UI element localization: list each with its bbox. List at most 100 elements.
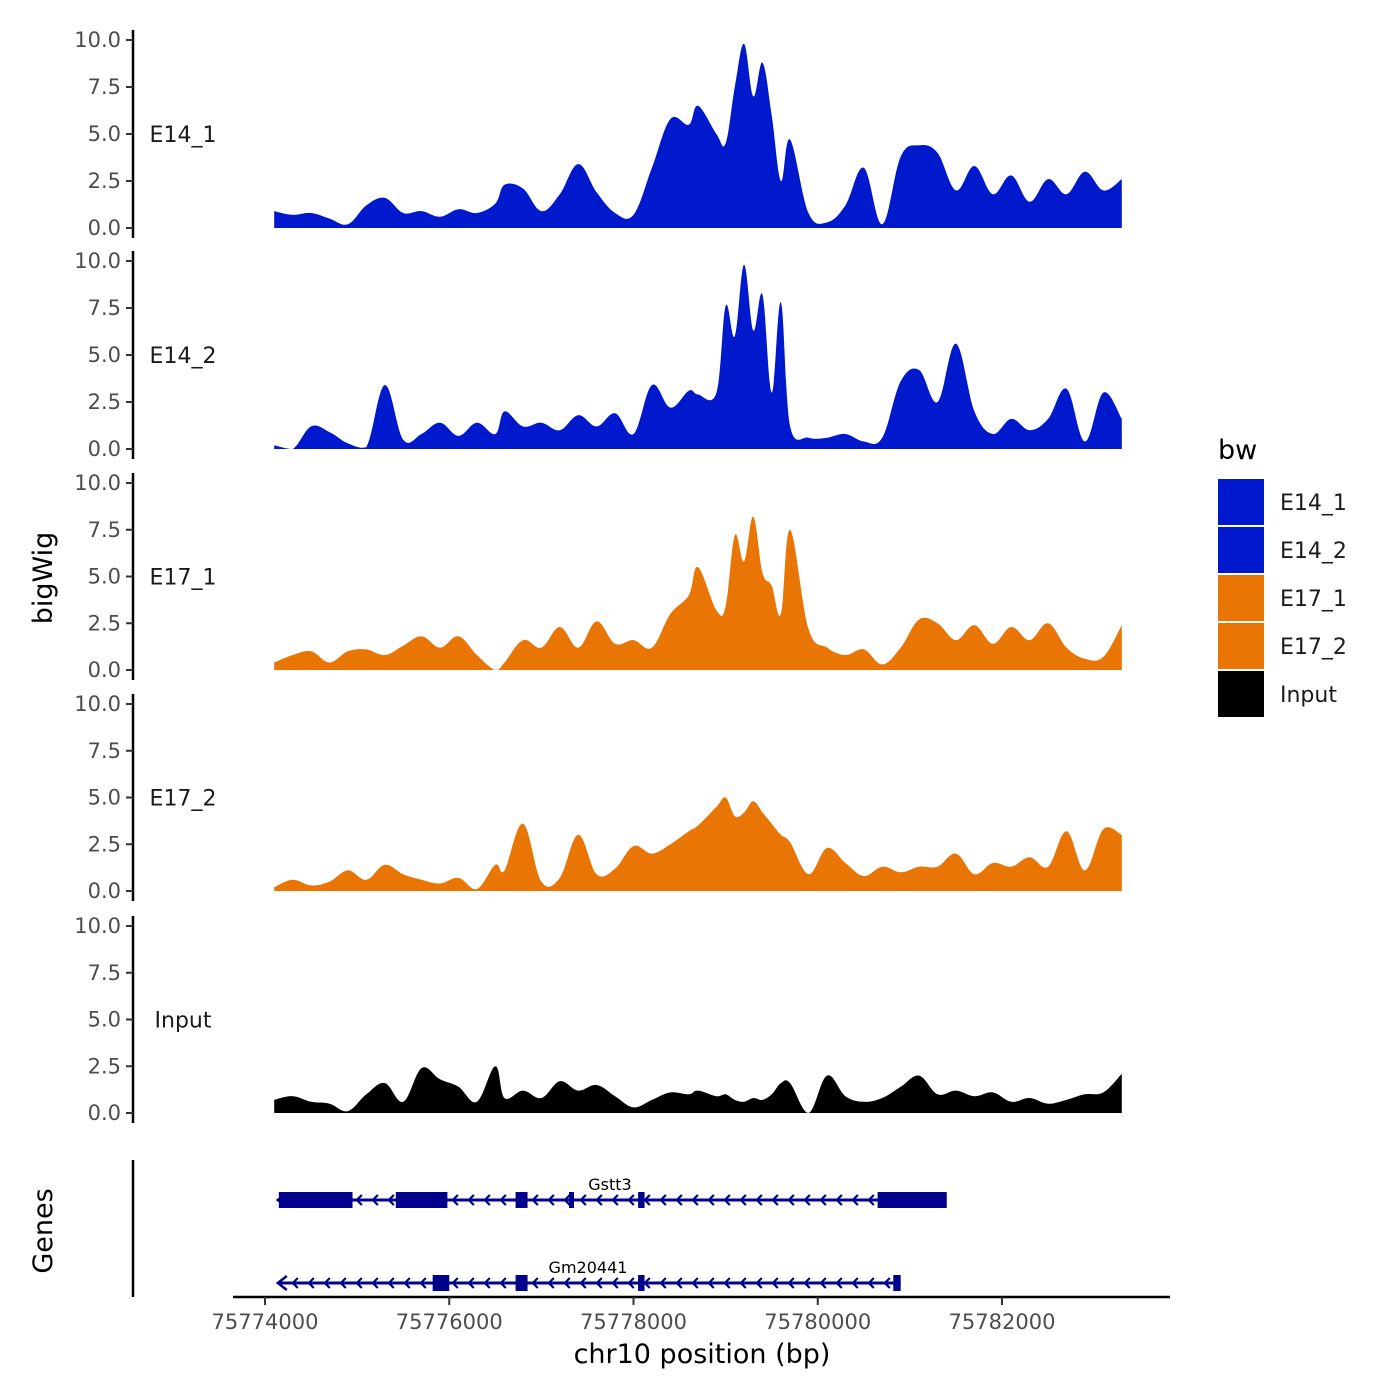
strand-arrow [867, 1277, 875, 1289]
x-tick-label: 75782000 [949, 1310, 1056, 1334]
strand-arrow [547, 1277, 555, 1289]
y-tick-label: 7.5 [88, 739, 121, 763]
y-tick-label: 2.5 [88, 611, 121, 635]
strand-arrow [819, 1277, 827, 1289]
strand-arrow [675, 1277, 683, 1289]
strand-arrow [627, 1194, 635, 1206]
legend-swatch [1218, 479, 1264, 525]
strand-arrow [675, 1194, 683, 1206]
y-tick-label: 10.0 [74, 471, 121, 495]
track-label: E14_2 [150, 344, 217, 369]
strand-arrow [499, 1194, 507, 1206]
gene-label: Gm20441 [549, 1258, 628, 1277]
strand-arrow [643, 1194, 651, 1206]
legend-label: E17_2 [1280, 635, 1347, 660]
strand-arrow [595, 1277, 603, 1289]
y-tick-label: 10.0 [74, 28, 121, 52]
strand-arrow [579, 1277, 587, 1289]
legend-label: Input [1280, 683, 1337, 708]
track-label: E17_1 [150, 566, 217, 591]
legend-swatch [1218, 527, 1264, 573]
legend-item-E17_1: E17_1 [1218, 575, 1347, 621]
legend: bw E14_1 E14_2 E17_1 E17_2 Input [1218, 435, 1347, 717]
track-label: E17_2 [150, 787, 217, 812]
track-label: E14_1 [150, 123, 217, 148]
legend-swatch [1218, 671, 1264, 717]
strand-arrow [803, 1277, 811, 1289]
strand-arrow [771, 1194, 779, 1206]
gene-annotation-track: Gstt3 Gm20441 [131, 1160, 947, 1297]
legend-item-E14_1: E14_1 [1218, 479, 1347, 525]
legend-item-E17_2: E17_2 [1218, 623, 1347, 669]
strand-arrow [787, 1277, 795, 1289]
strand-arrow [835, 1277, 843, 1289]
y-tick-label: 5.0 [88, 343, 121, 367]
x-tick-label: 75778000 [580, 1310, 687, 1334]
strand-arrow [611, 1277, 619, 1289]
y-tick-label: 2.5 [88, 390, 121, 414]
strand-arrow [595, 1194, 603, 1206]
strand-arrow [483, 1194, 491, 1206]
strand-arrow [787, 1194, 795, 1206]
coverage-area-E17_2 [274, 797, 1122, 891]
x-axis-title: chr10 position (bp) [574, 1339, 831, 1370]
coverage-tracks: 0.0 2.5 5.0 7.5 10.0 E14_1 0.0 2.5 5.0 7.5 10.0 E14… [74, 28, 1122, 1125]
strand-arrow [563, 1194, 571, 1206]
strand-arrow [723, 1194, 731, 1206]
strand-arrow [499, 1277, 507, 1289]
strand-arrow [723, 1277, 731, 1289]
genes-axis-title: Genes [28, 1188, 59, 1273]
strand-arrow [739, 1194, 747, 1206]
exon-block [515, 1192, 528, 1208]
exon-block [638, 1192, 645, 1208]
legend-item-Input: Input [1218, 671, 1337, 717]
track-E17_1: 0.0 2.5 5.0 7.5 10.0 E17_1 [74, 471, 1122, 682]
coverage-area-Input [274, 1066, 1122, 1113]
exon-block [278, 1192, 353, 1208]
y-tick-label: 7.5 [88, 518, 121, 542]
strand-arrow [531, 1277, 539, 1289]
gene-Gm20441: Gm20441 [275, 1258, 901, 1291]
strand-arrow [691, 1194, 699, 1206]
exon-block [569, 1192, 575, 1208]
strand-arrow [467, 1277, 475, 1289]
strand-arrow [643, 1277, 651, 1289]
y-tick-label: 2.5 [88, 1054, 121, 1078]
exon-block [395, 1192, 448, 1208]
strand-arrow [755, 1277, 763, 1289]
y-tick-label: 5.0 [88, 1008, 121, 1032]
strand-arrow [451, 1277, 459, 1289]
y-tick-label: 0.0 [88, 216, 121, 240]
y-tick-label: 7.5 [88, 296, 121, 320]
exon-block [893, 1275, 901, 1291]
y-tick-label: 0.0 [88, 1101, 121, 1125]
strand-arrow [339, 1277, 347, 1289]
strand-arrow [835, 1194, 843, 1206]
gene-Gstt3: Gstt3 [275, 1175, 947, 1208]
track-E14_1: 0.0 2.5 5.0 7.5 10.0 E14_1 [74, 28, 1122, 240]
y-tick-label: 7.5 [88, 75, 121, 99]
legend-swatch [1218, 575, 1264, 621]
strand-arrow [307, 1277, 315, 1289]
x-axis: 75774000 75776000 75778000 75780000 75782000 [212, 1295, 1170, 1334]
strand-arrow [403, 1277, 411, 1289]
y-tick-label: 5.0 [88, 122, 121, 146]
exon-block [638, 1275, 645, 1291]
x-tick-label: 75774000 [212, 1310, 319, 1334]
strand-arrow [531, 1194, 539, 1206]
strand-arrow [371, 1277, 379, 1289]
strand-arrow [819, 1194, 827, 1206]
track-label: Input [155, 1009, 212, 1034]
strand-arrow [803, 1194, 811, 1206]
strand-arrow [867, 1194, 875, 1206]
strand-arrow [851, 1277, 859, 1289]
legend-label: E14_1 [1280, 491, 1347, 516]
legend-label: E14_2 [1280, 539, 1347, 564]
strand-arrow [707, 1277, 715, 1289]
strand-arrow [387, 1194, 395, 1206]
y-tick-label: 0.0 [88, 658, 121, 682]
coverage-area-E14_1 [274, 43, 1122, 228]
exon-block [432, 1275, 450, 1291]
strand-arrow [355, 1194, 363, 1206]
